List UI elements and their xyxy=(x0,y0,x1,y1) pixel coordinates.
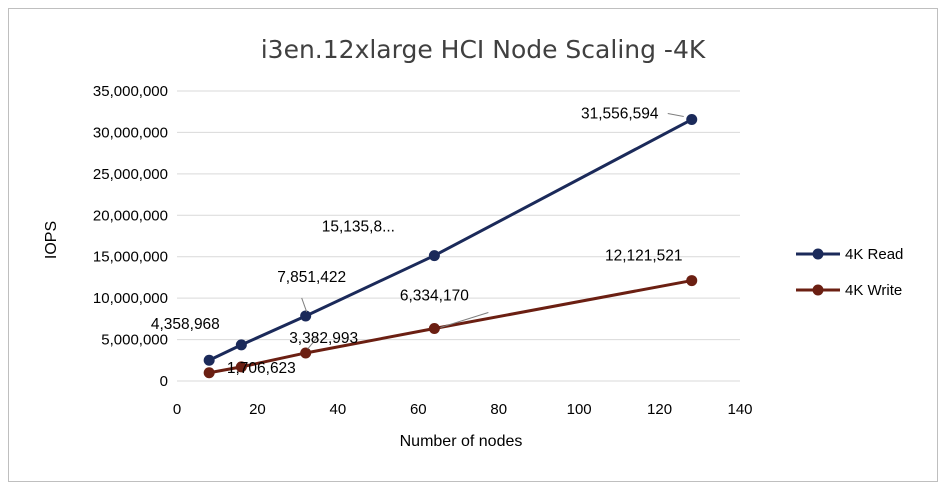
y-tick-label: 25,000,000 xyxy=(93,166,168,183)
y-tick-label: 5,000,000 xyxy=(101,332,168,349)
y-tick-label: 30,000,000 xyxy=(93,124,168,141)
data-label: 1,706,623 xyxy=(227,360,296,377)
data-label: 12,121,521 xyxy=(605,248,683,265)
legend-label: 4K Read xyxy=(845,246,903,263)
data-labels: 4,358,968 7,851,422 15,135,8... 31,556,594 1… xyxy=(151,106,684,377)
label-leader-line xyxy=(667,113,684,118)
data-label: 4,358,968 xyxy=(151,316,220,333)
label-leader-line xyxy=(307,336,319,350)
x-tick-label: 0 xyxy=(173,401,181,418)
data-point xyxy=(203,354,215,366)
data-point xyxy=(235,339,247,351)
series-layer xyxy=(203,114,698,379)
data-label: 3,382,993 xyxy=(289,330,358,347)
x-tick-label: 120 xyxy=(647,401,672,418)
x-tick-label: 140 xyxy=(727,401,752,418)
y-tick-label: 20,000,000 xyxy=(93,207,168,224)
data-point xyxy=(235,361,247,373)
data-point xyxy=(686,114,698,126)
legend-marker xyxy=(812,284,824,296)
data-label: 6,334,170 xyxy=(400,288,469,305)
x-tick-label: 40 xyxy=(330,401,347,418)
y-tick-label: 35,000,000 xyxy=(93,83,168,100)
legend: 4K Read 4K Write xyxy=(796,246,903,299)
y-tick-label: 10,000,000 xyxy=(93,290,168,307)
data-point xyxy=(428,323,440,335)
legend-label: 4K Write xyxy=(845,282,902,299)
y-axis-title: IOPS xyxy=(43,221,60,259)
data-point xyxy=(428,250,440,262)
data-point xyxy=(300,310,312,322)
data-label: 15,135,8... xyxy=(322,219,395,236)
x-tick-label: 20 xyxy=(249,401,266,418)
x-tick-label: 60 xyxy=(410,401,427,418)
y-tick-label: 15,000,000 xyxy=(93,249,168,266)
chart-frame xyxy=(8,8,938,482)
chart-title: i3en.12xlarge HCI Node Scaling -4K xyxy=(261,35,706,64)
x-tick-label: 100 xyxy=(567,401,592,418)
data-point xyxy=(686,275,698,287)
y-tick-label: 0 xyxy=(160,373,168,390)
data-label: 31,556,594 xyxy=(581,106,659,123)
label-leader-line xyxy=(301,297,308,313)
x-tick-label: 80 xyxy=(490,401,507,418)
label-leader-line xyxy=(440,312,489,328)
data-point xyxy=(203,367,215,379)
grid xyxy=(177,90,740,382)
x-axis-ticks: 0 20 40 60 80 100 120 140 xyxy=(173,401,753,418)
x-axis-title: Number of nodes xyxy=(400,433,523,450)
data-label: 7,851,422 xyxy=(277,269,346,286)
y-axis-ticks: 0 5,000,000 10,000,000 15,000,000 20,000,000… xyxy=(93,83,168,390)
legend-marker xyxy=(812,248,824,260)
data-point xyxy=(300,347,312,359)
